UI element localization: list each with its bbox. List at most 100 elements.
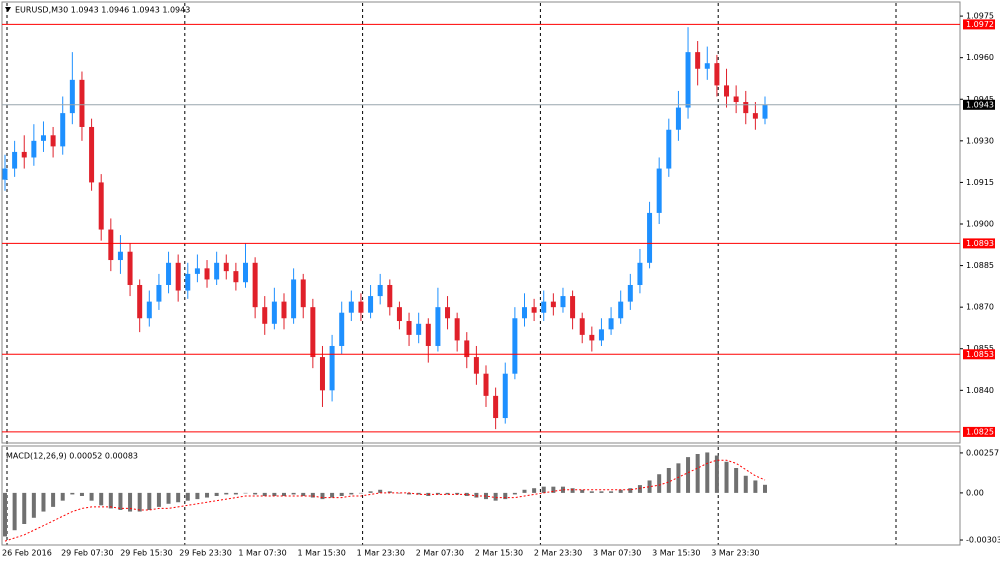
macd-bar bbox=[599, 491, 604, 493]
candle-body bbox=[117, 251, 123, 261]
last-price-label: 1.0943 bbox=[966, 100, 994, 109]
macd-bar bbox=[349, 492, 354, 495]
macd-bar bbox=[637, 485, 642, 493]
macd-bar bbox=[686, 457, 691, 493]
candle-body bbox=[685, 52, 691, 108]
candle-body bbox=[752, 113, 758, 119]
candle-body bbox=[387, 284, 393, 308]
x-tick-label: 26 Feb 2016 bbox=[2, 549, 52, 558]
signal-line bbox=[4, 459, 766, 542]
candle-body bbox=[358, 301, 364, 313]
macd-bar bbox=[320, 492, 325, 500]
macd-bar bbox=[224, 492, 229, 495]
macd-bar bbox=[455, 492, 460, 495]
macd-bar bbox=[79, 492, 84, 496]
candle-body bbox=[271, 301, 277, 324]
candle-body bbox=[406, 321, 412, 335]
candle-body bbox=[69, 79, 75, 114]
macd-bar bbox=[233, 492, 238, 495]
candle-body bbox=[454, 318, 460, 341]
menu-arrow[interactable] bbox=[5, 7, 11, 12]
macd-bar bbox=[753, 480, 758, 493]
level-tag-label: 1.0893 bbox=[966, 239, 994, 248]
candle-body bbox=[127, 251, 133, 285]
macd-bar bbox=[714, 455, 719, 493]
candle-body bbox=[108, 229, 114, 261]
candle-body bbox=[204, 268, 210, 280]
macd-bar bbox=[339, 492, 344, 496]
candle-body bbox=[521, 307, 527, 319]
y-tick-label: 1.0900 bbox=[966, 220, 994, 229]
y-tick-label: 1.0885 bbox=[966, 261, 994, 270]
macd-bar bbox=[156, 492, 161, 507]
macd-bar bbox=[41, 492, 46, 512]
candle-body bbox=[618, 301, 624, 319]
candle-body bbox=[502, 373, 508, 419]
candle-body bbox=[550, 301, 556, 308]
level-tag bbox=[963, 19, 995, 30]
macd-bar bbox=[358, 492, 363, 494]
x-tick-label: 29 Feb 15:30 bbox=[120, 549, 172, 558]
macd-bar bbox=[657, 474, 662, 493]
candle-body bbox=[339, 312, 345, 346]
macd-bar bbox=[378, 489, 383, 493]
separators bbox=[6, 3, 897, 545]
macd-bar bbox=[291, 492, 296, 495]
x-tick-label: 2 Mar 07:30 bbox=[416, 549, 464, 558]
candle-body bbox=[666, 129, 672, 169]
candle-body bbox=[579, 318, 585, 335]
candle-body bbox=[40, 135, 46, 141]
macd-bar bbox=[763, 484, 767, 493]
candle-body bbox=[12, 151, 18, 169]
candle-body bbox=[291, 279, 297, 319]
candle-body bbox=[425, 323, 431, 346]
macd-bar bbox=[503, 492, 508, 500]
macd-bar bbox=[560, 486, 565, 493]
macd-bar bbox=[176, 492, 181, 503]
candle-body bbox=[608, 318, 614, 330]
y-tick-label: 1.0855 bbox=[966, 344, 994, 353]
macd-bar bbox=[51, 492, 56, 507]
macd-bar bbox=[484, 492, 489, 500]
macd-bar bbox=[253, 492, 258, 495]
candle-body bbox=[368, 296, 374, 313]
candle-body bbox=[214, 262, 220, 280]
level-tag-label: 1.0853 bbox=[966, 350, 994, 359]
macd-panel-border bbox=[1, 445, 961, 546]
candle-body bbox=[714, 63, 720, 86]
macd-bar bbox=[532, 488, 537, 493]
candle-body bbox=[473, 357, 479, 374]
candle-body bbox=[156, 284, 162, 302]
candle-body bbox=[560, 296, 566, 308]
macd-bar bbox=[310, 492, 315, 498]
level-tag bbox=[963, 238, 995, 249]
macd-bar bbox=[22, 492, 27, 524]
candle-body bbox=[146, 301, 152, 319]
macd-bar bbox=[147, 492, 152, 510]
candle-body bbox=[675, 107, 681, 130]
candle-body bbox=[541, 301, 547, 313]
chart-title: EURUSD,M30 1.0943 1.0946 1.0943 1.0943 bbox=[15, 6, 190, 15]
candle-body bbox=[21, 151, 27, 158]
macd-bar bbox=[205, 492, 210, 498]
macd-bar bbox=[647, 480, 652, 493]
candle-body bbox=[377, 284, 383, 297]
macd-bar bbox=[166, 492, 171, 504]
macd-bar bbox=[609, 491, 614, 493]
macd-bar bbox=[70, 492, 75, 495]
macd-bar bbox=[724, 461, 729, 493]
level-tag bbox=[963, 349, 995, 360]
candle-body bbox=[281, 301, 287, 319]
y-tick-label: 0.00257 bbox=[966, 448, 999, 457]
candle-body bbox=[704, 63, 710, 69]
y-tick-label: 1.0945 bbox=[966, 95, 994, 104]
macd-bar bbox=[243, 492, 248, 494]
macd-bar bbox=[3, 492, 7, 537]
macd-bar bbox=[676, 463, 681, 493]
candle-body bbox=[743, 102, 749, 114]
candle-body bbox=[137, 284, 143, 319]
level-tag bbox=[963, 426, 995, 437]
macd-bar bbox=[522, 489, 527, 493]
candle-body bbox=[733, 96, 739, 103]
